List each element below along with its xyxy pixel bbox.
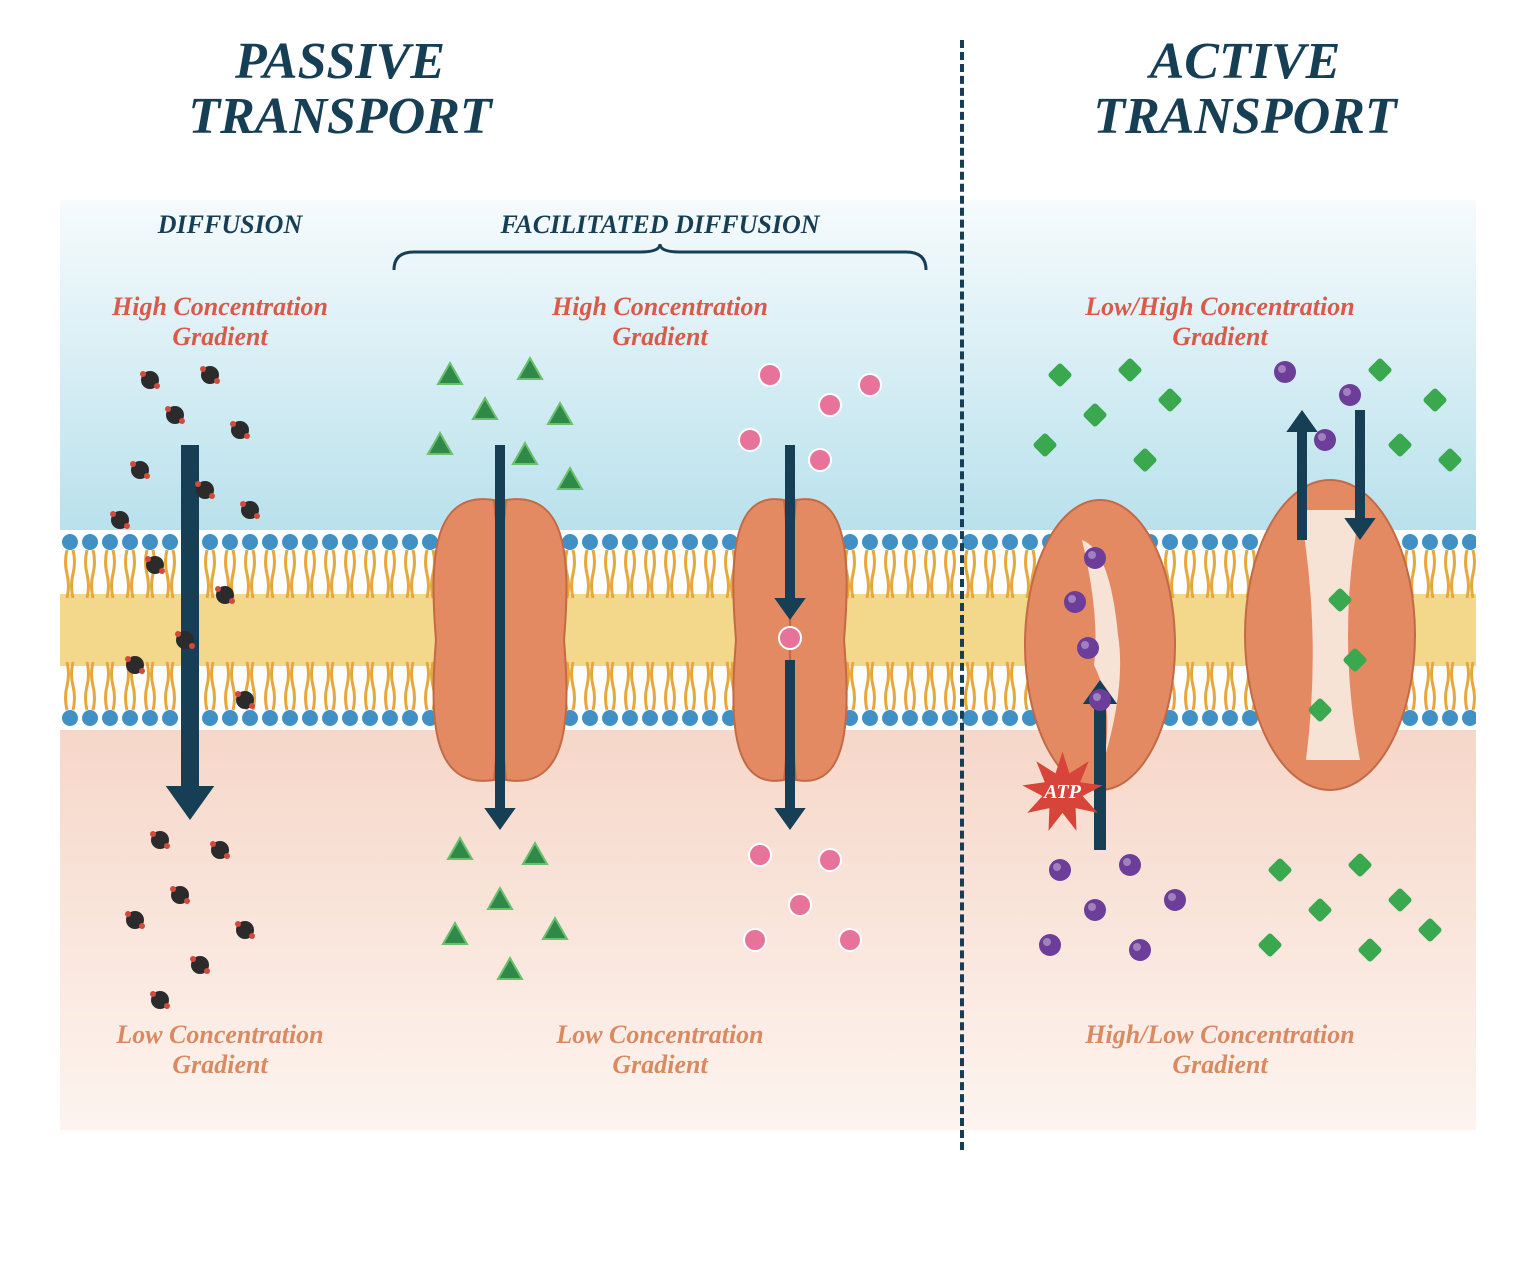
phospholipid-bilayer [60,530,1476,730]
subhead-facilitated: FACILITATED DIFFUSION [390,210,930,240]
atp-label: ATP [1044,781,1081,804]
gradient-facilitated-high: High Concentration Gradient [480,292,840,352]
gradient-active-top: Low/High Concentration Gradient [1000,292,1440,352]
gradient-passive-low: Low Concentration Gradient [55,1020,385,1080]
subhead-diffusion: DIFFUSION [80,210,380,240]
atp-badge: ATP [1020,750,1105,835]
title-active: ACTIVE TRANSPORT [1015,35,1475,144]
gradient-active-bottom: High/Low Concentration Gradient [1000,1020,1440,1080]
gradient-passive-high: High Concentration Gradient [55,292,385,352]
facilitated-brace [390,244,930,274]
gradient-facilitated-low: Low Concentration Gradient [480,1020,840,1080]
section-divider [960,40,964,1150]
title-passive: PASSIVE TRANSPORT [80,35,600,144]
